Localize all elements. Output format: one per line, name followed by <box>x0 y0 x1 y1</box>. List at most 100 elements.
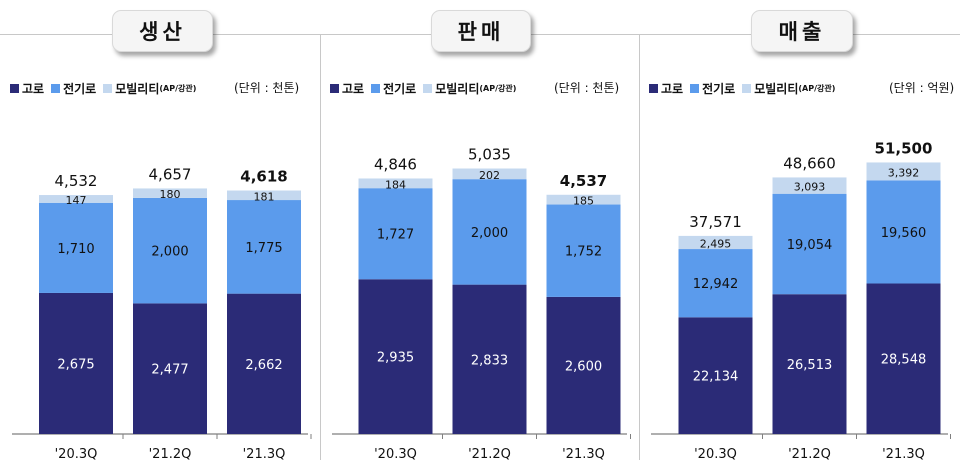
data-label-mobility: 3,392 <box>888 166 920 179</box>
data-label-blast: 26,513 <box>787 358 833 373</box>
x-tick-label: '21.2Q <box>149 447 192 462</box>
panel-divider-2 <box>639 34 640 460</box>
bar-segment-mobility <box>227 190 301 201</box>
frame-top-line-3 <box>529 34 751 35</box>
x-tick-label: '20.3Q <box>374 447 417 462</box>
unit-label: (단위 : 천톤) <box>554 81 620 95</box>
stacked-bar-chart-sales: 2,935 1,727 184 4,846 '20.3Q 2,833 2,000 202 5,0… <box>332 146 631 462</box>
total-label: 51,500 <box>875 139 933 157</box>
legend-label-mobility-sub: (AP/강관) <box>798 84 836 93</box>
chart-panel-revenue: 매출 고로 전기로 모빌리티 (AP/강관) (단위 : 억원) 22,134 12… <box>639 0 960 466</box>
data-label-blast: 2,600 <box>565 359 602 374</box>
total-label: 4,657 <box>149 165 192 183</box>
legend-label-mobility: 모빌리티 <box>435 82 480 96</box>
legend-label-electric: 전기로 <box>63 82 97 96</box>
legend-item-electric: 전기로 <box>51 80 96 97</box>
data-label-blast: 28,548 <box>881 353 927 368</box>
legend-label-blast: 고로 <box>22 82 45 96</box>
total-label: 48,660 <box>783 154 836 172</box>
legend-label-blast: 고로 <box>342 82 365 96</box>
bar-segment-mobility <box>546 194 621 205</box>
data-label-blast: 2,833 <box>471 353 508 368</box>
data-label-electric: 12,942 <box>693 277 739 292</box>
bar-segment-mobility <box>358 178 433 189</box>
bar-segment-electric <box>452 179 527 285</box>
legend-item-blast: 고로 <box>649 80 683 97</box>
bar-segment-blast <box>772 294 847 434</box>
data-label-mobility: 185 <box>573 195 594 208</box>
total-label: 4,532 <box>55 172 98 190</box>
chart-title: 판매 <box>431 10 531 52</box>
bar-segment-electric <box>866 180 941 284</box>
legend-label-mobility-sub: (AP/강관) <box>159 84 197 93</box>
bar-segment-blast <box>133 303 207 434</box>
bar-segment-blast <box>866 283 941 434</box>
data-label-electric: 2,000 <box>471 226 508 241</box>
total-label: 5,035 <box>468 146 511 164</box>
legend-swatch-mobility <box>423 84 433 93</box>
total-label: 37,571 <box>689 213 742 231</box>
bar-segment-electric <box>678 249 753 318</box>
bar-segment-mobility <box>866 162 941 181</box>
data-label-blast: 2,477 <box>151 363 188 378</box>
total-label: 4,618 <box>240 168 287 186</box>
bar-segment-blast <box>678 317 753 434</box>
stacked-bar-chart-revenue: 22,134 12,942 2,495 37,571 '20.3Q 26,513 19,05… <box>651 139 951 462</box>
legend-label-mobility: 모빌리티 <box>115 82 160 96</box>
legend-item-blast: 고로 <box>10 80 44 97</box>
data-label-electric: 19,054 <box>787 238 833 253</box>
unit-label: (단위 : 천톤) <box>234 81 300 95</box>
data-label-blast: 2,935 <box>377 351 414 366</box>
legend-item-mobility: 모빌리티 (AP/강관) <box>742 80 835 97</box>
bar-segment-blast <box>546 296 621 434</box>
x-tick-label: '21.2Q <box>468 447 511 462</box>
legend-label-mobility-sub: (AP/강관) <box>479 84 517 93</box>
x-tick-label: '21.3Q <box>243 447 286 462</box>
bar-segment-electric <box>227 200 301 294</box>
bar-segment-electric <box>358 188 433 280</box>
data-label-electric: 19,560 <box>881 226 927 241</box>
chart-title: 매출 <box>751 10 853 52</box>
chart-panel-production: 생산 고로 전기로 모빌리티 (AP/강관) (단위 : 천톤) 2,675 1,7… <box>0 0 320 466</box>
legend: 고로 전기로 모빌리티 (AP/강관) <box>330 80 523 97</box>
legend-item-electric: 전기로 <box>371 80 416 97</box>
bar-segment-mobility <box>452 168 527 180</box>
legend-label-blast: 고로 <box>661 82 684 96</box>
bar-segment-electric <box>133 197 207 304</box>
legend-item-blast: 고로 <box>330 80 364 97</box>
data-label-mobility: 202 <box>479 169 500 182</box>
legend-swatch-mobility <box>742 84 752 93</box>
bar-segment-blast <box>227 293 301 434</box>
bar-segment-blast <box>358 279 433 434</box>
bar-segment-mobility <box>133 188 207 198</box>
unit-label: (단위 : 억원) <box>889 81 955 95</box>
legend-item-mobility: 모빌리티 (AP/강관) <box>423 80 516 97</box>
x-tick-label: '20.3Q <box>55 447 98 462</box>
frame-top-line-2 <box>211 34 431 35</box>
legend-swatch-electric <box>371 84 381 93</box>
bar-segment-mobility <box>772 177 847 194</box>
bar-segment-electric <box>772 193 847 295</box>
legend-label-electric: 전기로 <box>702 82 736 96</box>
bar-segment-blast <box>452 284 527 434</box>
data-label-blast: 22,134 <box>693 370 739 385</box>
bar-segment-blast <box>39 292 113 434</box>
legend-label-mobility: 모빌리티 <box>754 82 799 96</box>
total-label: 4,537 <box>560 172 607 190</box>
x-tick-label: '21.3Q <box>882 447 925 462</box>
x-tick-label: '21.3Q <box>562 447 605 462</box>
data-label-mobility: 184 <box>385 178 406 191</box>
bar-segment-mobility <box>678 235 753 250</box>
data-label-electric: 1,710 <box>57 242 94 257</box>
data-label-mobility: 2,495 <box>700 237 732 250</box>
legend-swatch-electric <box>690 84 700 93</box>
legend-swatch-blast <box>649 84 658 93</box>
frame-top-line-4 <box>851 34 960 35</box>
stacked-bar-chart-production: 2,675 1,710 147 4,532 '20.3Q 2,477 2,000 180 4,6… <box>12 165 312 462</box>
legend-label-electric: 전기로 <box>383 82 417 96</box>
data-label-electric: 1,775 <box>245 241 282 256</box>
legend-swatch-mobility <box>103 84 113 93</box>
data-label-mobility: 3,093 <box>794 181 826 194</box>
legend-item-electric: 전기로 <box>690 80 735 97</box>
data-label-mobility: 147 <box>66 194 87 207</box>
